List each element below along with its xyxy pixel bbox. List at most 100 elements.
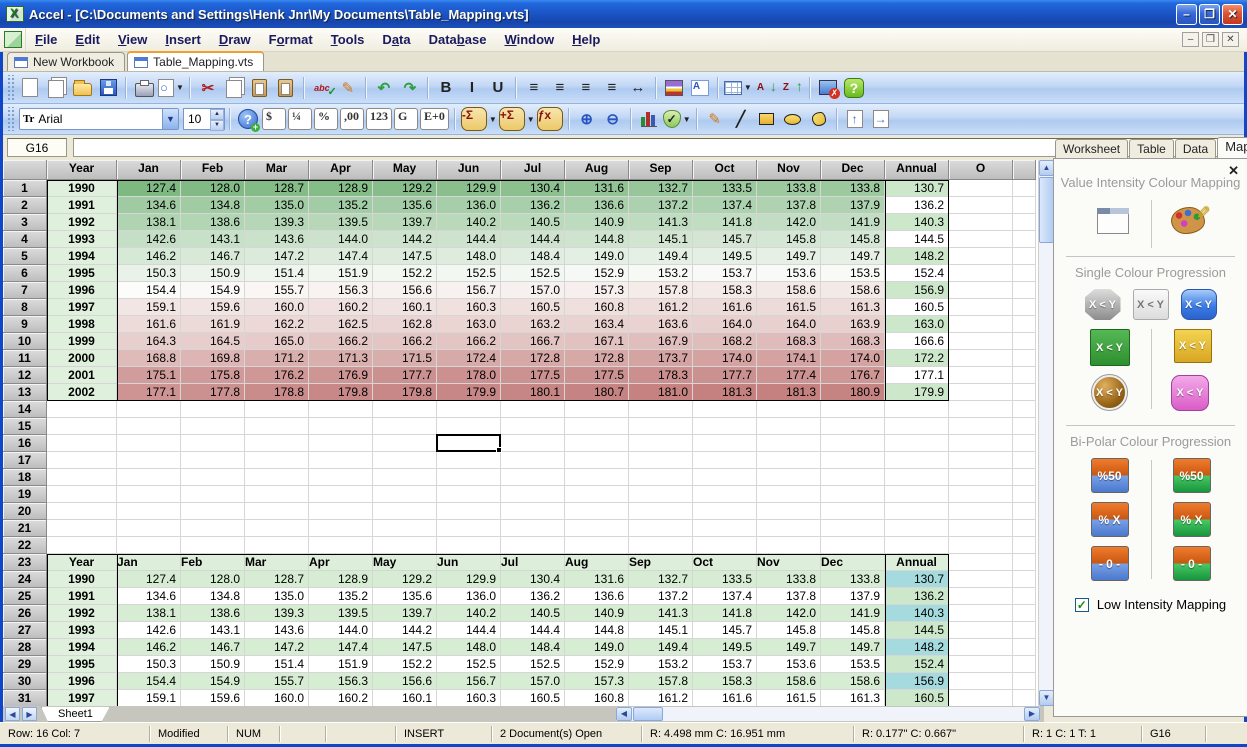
grid-cell[interactable]: 177.8 [181, 384, 245, 401]
mdi-minimize-button[interactable]: – [1182, 32, 1199, 47]
grid-cell[interactable]: 138.1 [117, 214, 181, 231]
grid-cell[interactable]: 174.0 [821, 350, 885, 367]
sheet-tab[interactable]: Sheet1 [41, 706, 110, 722]
font-format-icon[interactable]: A [688, 76, 712, 100]
grid-cell[interactable]: 160.0 [245, 690, 309, 706]
grid-cell[interactable] [309, 537, 373, 554]
grid-cell[interactable] [373, 503, 437, 520]
menu-insert[interactable]: Insert [165, 32, 201, 47]
grid-cell[interactable]: 140.3 [885, 605, 949, 622]
grid-cell[interactable]: Nov [757, 554, 821, 571]
grid-cell[interactable]: 177.1 [117, 384, 181, 401]
grid-cell[interactable] [885, 418, 949, 435]
grid-cell[interactable] [1013, 605, 1036, 622]
grid-cell[interactable]: 166.2 [309, 333, 373, 350]
grid-cell[interactable] [47, 486, 117, 503]
palette-icon[interactable] [1170, 207, 1205, 234]
grid-cell[interactable] [1013, 435, 1036, 452]
grid-cell[interactable] [885, 401, 949, 418]
mapping-button-sc-octagon[interactable]: X < Y [1084, 289, 1121, 320]
row-header-12[interactable]: 12 [3, 367, 47, 384]
grid-cell[interactable] [757, 503, 821, 520]
grid-cell[interactable] [821, 469, 885, 486]
row-header-7[interactable]: 7 [3, 282, 47, 299]
grid-cell[interactable]: 132.7 [629, 180, 693, 197]
grid-cell[interactable]: 147.2 [245, 639, 309, 656]
grid-cell[interactable]: May [373, 554, 437, 571]
close-document-icon[interactable] [816, 76, 840, 100]
grid-cell[interactable]: 150.3 [117, 656, 181, 673]
grid-cell[interactable]: 141.9 [821, 605, 885, 622]
grid-cell[interactable]: 1994 [47, 639, 117, 656]
grid-cell[interactable]: 149.5 [693, 639, 757, 656]
grid-cell[interactable] [885, 469, 949, 486]
paste-special-icon[interactable] [274, 76, 298, 100]
validate-shield-icon[interactable]: ✓ ▼ [662, 107, 691, 131]
grid-cell[interactable] [1013, 367, 1036, 384]
grid-cell[interactable] [437, 435, 501, 452]
row-header-14[interactable]: 14 [3, 401, 47, 418]
grid-cell[interactable]: Dec [821, 554, 885, 571]
grid-cell[interactable]: 158.6 [821, 673, 885, 690]
grid-cell[interactable]: 149.0 [565, 639, 629, 656]
grid-cell[interactable]: 136.0 [437, 588, 501, 605]
page-right-icon[interactable]: → [872, 110, 889, 128]
grid-cell[interactable] [693, 401, 757, 418]
grid-cell[interactable] [373, 469, 437, 486]
grid-cell[interactable] [1013, 639, 1036, 656]
grid-cell[interactable] [1013, 622, 1036, 639]
row-header-9[interactable]: 9 [3, 316, 47, 333]
grid-cell[interactable]: 159.1 [117, 299, 181, 316]
grid-cell[interactable]: 171.5 [373, 350, 437, 367]
grid-cell[interactable]: 160.8 [565, 690, 629, 706]
grid-cell[interactable] [47, 503, 117, 520]
grid-cell[interactable] [245, 520, 309, 537]
grid-cell[interactable] [949, 231, 1013, 248]
grid-cell[interactable] [117, 486, 181, 503]
grid-cell[interactable] [245, 486, 309, 503]
panel-tab-map[interactable]: Map [1217, 137, 1247, 158]
grid-cell[interactable]: 140.5 [501, 605, 565, 622]
grid-cell[interactable] [309, 486, 373, 503]
grid-cell[interactable]: 168.3 [821, 333, 885, 350]
grid-cell[interactable]: 148.2 [885, 248, 949, 265]
grid-cell[interactable]: 153.7 [693, 656, 757, 673]
grid-cell[interactable]: 176.9 [309, 367, 373, 384]
grid-cell[interactable]: 142.6 [117, 231, 181, 248]
grid-cell[interactable]: 138.1 [117, 605, 181, 622]
grid-cell[interactable]: 133.8 [757, 571, 821, 588]
row-header-15[interactable]: 15 [3, 418, 47, 435]
grid-cell[interactable] [373, 520, 437, 537]
grid-cell[interactable]: 164.0 [757, 316, 821, 333]
grid-cell[interactable]: 145.8 [821, 622, 885, 639]
page-up-icon[interactable]: ↑ [843, 107, 867, 131]
grid-cell[interactable]: 158.6 [757, 282, 821, 299]
grid-cell[interactable] [693, 435, 757, 452]
grid-cell[interactable] [757, 435, 821, 452]
grid-cell[interactable]: 160.3 [437, 299, 501, 316]
grid-cell[interactable]: 177.7 [373, 367, 437, 384]
grid-cell[interactable]: 138.6 [181, 605, 245, 622]
grid-cell[interactable]: 178.3 [629, 367, 693, 384]
grid-cell[interactable]: 152.5 [501, 265, 565, 282]
grid-cell[interactable] [437, 537, 501, 554]
panel-tab-table[interactable]: Table [1129, 139, 1174, 158]
grid-cell[interactable]: 132.7 [629, 571, 693, 588]
grid-cell[interactable]: 161.5 [757, 690, 821, 706]
grid-cell[interactable] [501, 401, 565, 418]
row-header-8[interactable]: 8 [3, 299, 47, 316]
font-size-stepper[interactable]: 10 ▲ ▼ [183, 108, 225, 131]
grid-cell[interactable]: 1990 [47, 180, 117, 197]
grid-cell[interactable]: 161.3 [821, 690, 885, 706]
print-icon[interactable] [132, 76, 156, 100]
grid-cell[interactable] [949, 418, 1013, 435]
grid-cell[interactable]: 181.0 [629, 384, 693, 401]
grid-cell[interactable]: Jul [501, 554, 565, 571]
grid-cell[interactable]: 152.2 [373, 656, 437, 673]
grid-cell[interactable] [885, 520, 949, 537]
grid-cell[interactable] [821, 418, 885, 435]
row-header-22[interactable]: 22 [3, 537, 47, 554]
grid-cell[interactable] [181, 486, 245, 503]
grid-cell[interactable] [949, 537, 1013, 554]
grid-cell[interactable]: 153.2 [629, 656, 693, 673]
